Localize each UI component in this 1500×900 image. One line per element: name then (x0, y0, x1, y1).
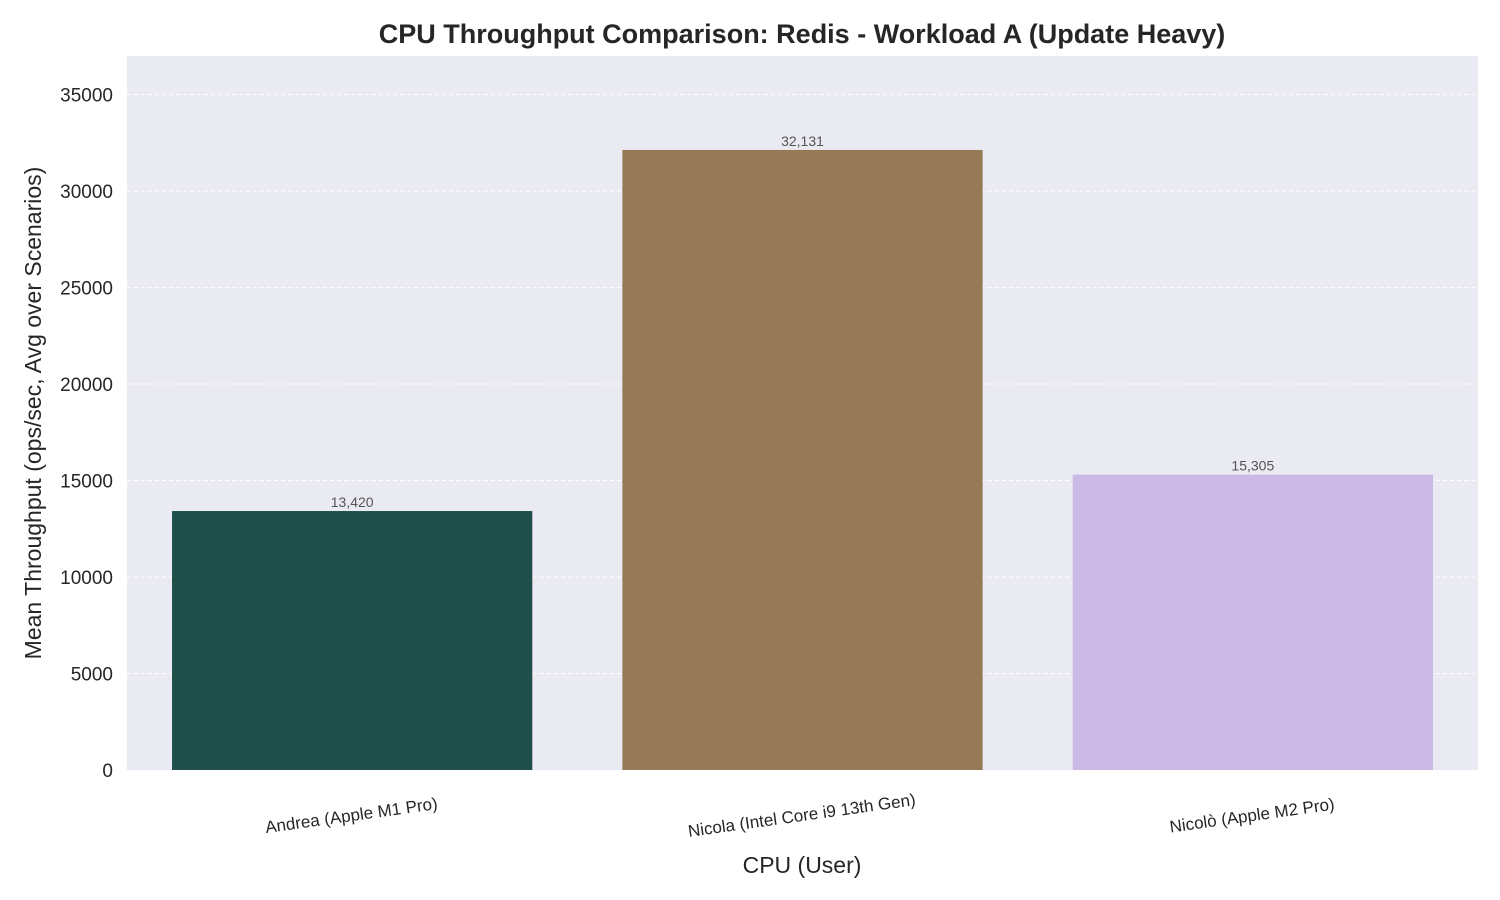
x-axis-label: CPU (User) (743, 852, 862, 878)
x-tick-label: Nicolò (Apple M2 Pro) (1168, 795, 1335, 837)
bar-value-label: 13,420 (331, 494, 374, 510)
bar (172, 511, 533, 770)
data-labels: 13,420 32,131 15,305 (331, 133, 1275, 510)
y-tick-label: 30000 (60, 182, 113, 203)
x-tick-label: Andrea (Apple M1 Pro) (264, 794, 439, 837)
bar (1072, 474, 1433, 770)
x-tick-label: Nicola (Intel Core i9 13th Gen) (687, 790, 917, 841)
y-tick-label: 20000 (60, 375, 113, 396)
y-tick-label: 25000 (60, 279, 113, 300)
x-axis-ticks: Andrea (Apple M1 Pro) Nicola (Intel Core … (264, 790, 1336, 841)
y-tick-label: 0 (102, 761, 113, 782)
y-tick-label: 35000 (60, 86, 113, 107)
bars (172, 149, 1433, 770)
y-axis-ticks: 0 5000 10000 15000 20000 25000 30000 35000 (60, 86, 113, 782)
y-tick-label: 15000 (60, 472, 113, 493)
chart-title: CPU Throughput Comparison: Redis - Workl… (379, 19, 1226, 49)
y-tick-label: 5000 (71, 665, 113, 686)
bar (622, 149, 983, 770)
bar-value-label: 15,305 (1231, 458, 1274, 474)
y-axis-label: Mean Throughput (ops/sec, Avg over Scena… (20, 167, 46, 660)
y-tick-label: 10000 (60, 568, 113, 589)
bar-value-label: 32,131 (781, 133, 824, 149)
